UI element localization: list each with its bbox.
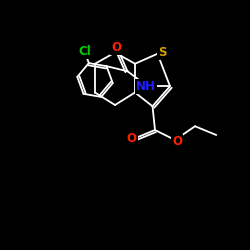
Text: O: O: [127, 132, 137, 145]
Text: S: S: [158, 46, 166, 59]
Text: O: O: [172, 135, 182, 148]
Text: Cl: Cl: [78, 45, 91, 58]
Text: NH: NH: [136, 80, 156, 93]
Text: O: O: [111, 41, 121, 54]
